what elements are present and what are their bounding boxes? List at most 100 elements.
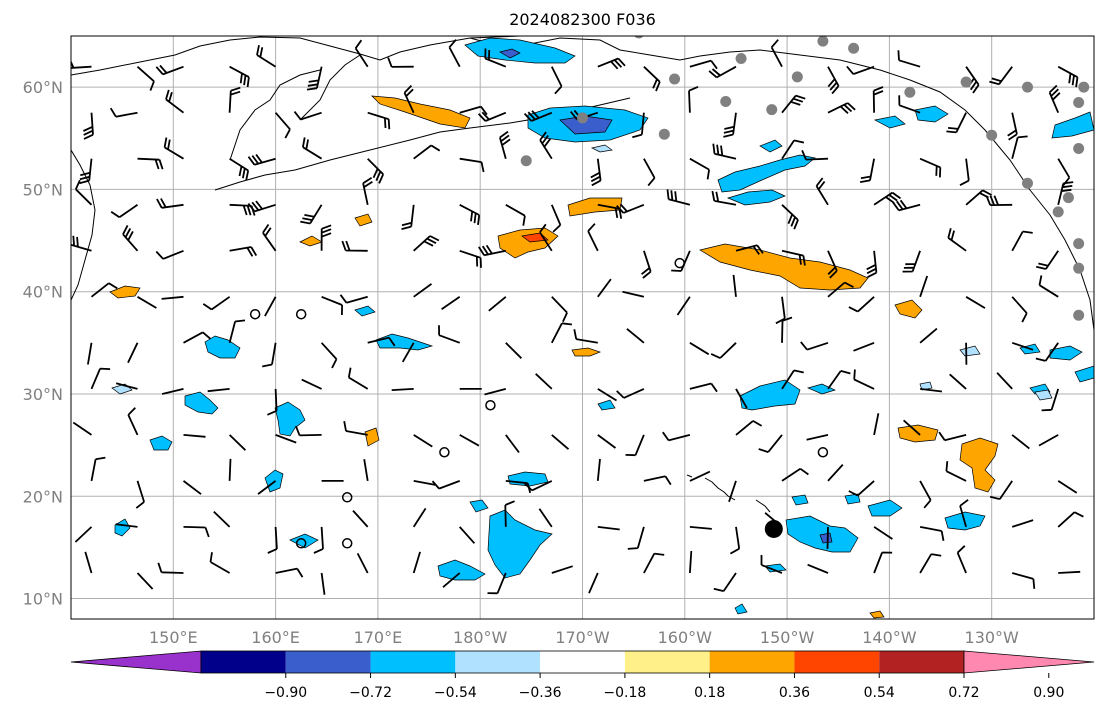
longitude-label: 180°W	[453, 628, 508, 647]
wind-barb	[165, 89, 185, 114]
wind-barb	[538, 508, 553, 528]
wind-barb	[643, 66, 661, 92]
calm-circle	[249, 308, 261, 320]
station-markers	[520, 36, 1090, 321]
wind-barb	[413, 434, 433, 448]
colorbar-extend-high	[963, 650, 1095, 674]
wind-barb	[550, 66, 563, 95]
wind-barb	[781, 204, 799, 230]
wind-barb	[339, 294, 368, 304]
wind-barb	[965, 296, 986, 309]
wind-barb	[83, 112, 94, 140]
wind-barb	[827, 281, 854, 298]
station-dot	[1052, 206, 1064, 218]
wind-barb	[306, 66, 323, 91]
wind-barb	[919, 480, 932, 509]
wind-barb	[136, 572, 154, 590]
wind-barb	[301, 378, 322, 390]
wind-barb	[597, 278, 612, 298]
wind-barb	[321, 295, 343, 316]
wind-barb	[919, 157, 942, 178]
colorbar-tick-label: −0.72	[349, 685, 392, 701]
wind-barb	[183, 434, 206, 438]
wind-barb	[815, 177, 829, 206]
wind-barb	[302, 137, 323, 160]
wind-barb	[413, 480, 436, 486]
wind-barb	[827, 66, 840, 95]
colorbar	[70, 650, 1095, 674]
wind-barb	[713, 572, 737, 592]
wind-barb	[401, 204, 415, 230]
wind-barb	[1007, 112, 1018, 141]
wind-barb	[827, 250, 838, 279]
wind-barb	[735, 420, 763, 436]
wind-barb	[127, 407, 139, 436]
wind-barb	[228, 434, 247, 451]
wind-barb	[459, 157, 485, 173]
wind-barb	[403, 84, 415, 114]
wind-barb	[965, 66, 980, 94]
wind-barb	[622, 290, 645, 298]
wind-barb	[989, 480, 1013, 500]
wind-barb	[413, 235, 440, 252]
wind-barb	[848, 296, 875, 313]
longitude-label: 140°W	[862, 628, 917, 647]
wind-barb	[115, 382, 138, 390]
wind-barb	[412, 507, 427, 528]
wind-barb	[947, 228, 967, 252]
wind-barb	[758, 434, 783, 453]
wind-barb	[352, 509, 369, 528]
wind-barb	[413, 283, 433, 298]
wind-barb	[723, 112, 737, 138]
storm-position-marker	[764, 519, 783, 538]
wind-barb	[115, 523, 138, 528]
colorbar-tick-label: 0.18	[694, 685, 725, 701]
colorbar-segment	[201, 651, 286, 673]
wind-barb	[136, 66, 155, 91]
wind-barb	[367, 158, 385, 184]
calm-circle	[341, 492, 353, 503]
wind-barb	[826, 526, 829, 549]
wind-barb	[711, 190, 737, 206]
wind-barb	[356, 552, 369, 574]
wind-barb	[902, 250, 921, 273]
wind-barb	[135, 480, 145, 509]
wind-barb	[247, 153, 276, 166]
wind-barb	[367, 336, 396, 347]
map-title: 2024082300 F036	[509, 10, 656, 29]
wind-barb	[387, 57, 414, 68]
wind-barb	[109, 107, 138, 118]
longitude-label: 150°W	[760, 628, 815, 647]
wind-barb	[228, 458, 232, 481]
wind-barb	[590, 158, 602, 187]
station-dot	[1073, 262, 1085, 274]
wind-barb	[710, 342, 737, 359]
map-frame	[70, 35, 1095, 620]
wind-barb	[853, 341, 875, 352]
wind-barb	[438, 325, 461, 344]
wind-barb	[597, 203, 623, 219]
wind-barb	[1038, 275, 1059, 298]
wind-barb	[689, 526, 712, 530]
colorbar-segment	[540, 651, 625, 673]
wind-barb	[401, 342, 415, 363]
wind-barb	[708, 65, 737, 79]
wind-barb	[441, 296, 461, 310]
station-dot	[766, 104, 778, 116]
wind-barb	[898, 95, 921, 114]
wind-barb	[413, 144, 441, 160]
wind-barb	[313, 526, 324, 554]
wind-barb	[866, 250, 878, 279]
wind-barb	[770, 39, 783, 68]
wind-barb	[499, 130, 511, 159]
wind-barb	[505, 204, 526, 226]
calm-circle	[674, 257, 685, 269]
wind-barb	[267, 526, 278, 554]
wind-barb	[597, 434, 617, 449]
wind-barb	[448, 39, 461, 68]
wind-barb	[74, 179, 93, 206]
station-dot	[1073, 238, 1085, 250]
colorbar-segment	[794, 651, 880, 673]
wind-barb	[801, 150, 829, 161]
wind-barb	[873, 551, 893, 574]
